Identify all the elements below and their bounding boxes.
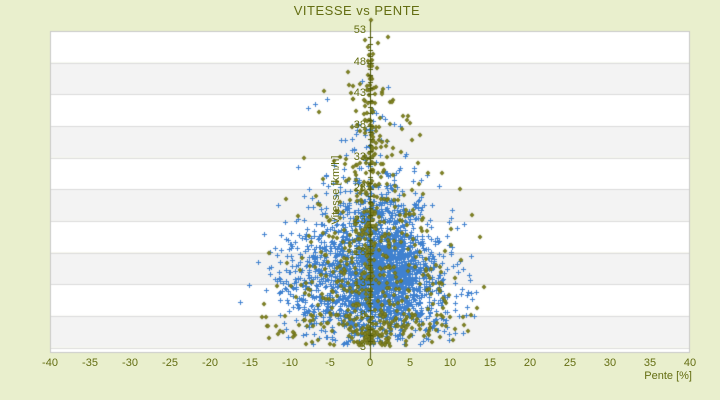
y-tick-label: 8 bbox=[359, 308, 366, 321]
y-tick-label: 28 bbox=[353, 182, 366, 195]
y-tick-label: 18 bbox=[353, 245, 366, 258]
y-tick-label: 13 bbox=[353, 277, 366, 290]
x-tick-label: 10 bbox=[443, 357, 457, 369]
y-tick-label: 48 bbox=[353, 55, 366, 68]
x-tick-label: -20 bbox=[202, 357, 218, 369]
x-tick-label: -40 bbox=[42, 357, 58, 369]
y-tick-label: 53 bbox=[353, 24, 366, 36]
x-tick-label: 0 bbox=[366, 357, 374, 369]
x-tick-label: 30 bbox=[603, 357, 617, 369]
x-tick-label: -30 bbox=[122, 357, 138, 369]
y-tick-label: 38 bbox=[353, 118, 366, 131]
x-tick-label: 40 bbox=[683, 357, 697, 369]
x-tick-label: 15 bbox=[483, 357, 497, 369]
y-tick-label: 33 bbox=[353, 150, 366, 163]
y-tick-label: 3 bbox=[359, 340, 366, 353]
x-tick-label: -35 bbox=[82, 357, 98, 369]
chart-title: VITESSE vs PENTE bbox=[293, 3, 421, 18]
y-tick-label: 43 bbox=[353, 87, 366, 100]
x-tick-label: 5 bbox=[406, 357, 414, 369]
x-axis-title: Pente [%] bbox=[644, 370, 692, 382]
x-tick-label: -5 bbox=[325, 357, 335, 369]
x-tick-label: -10 bbox=[282, 357, 298, 369]
x-tick-label: 25 bbox=[563, 357, 577, 369]
x-tick-label: 35 bbox=[643, 357, 657, 369]
x-tick-label: 20 bbox=[523, 357, 537, 369]
x-tick-label: -15 bbox=[242, 357, 258, 369]
y-tick-label: 23 bbox=[353, 213, 366, 226]
x-tick-label: -25 bbox=[162, 357, 178, 369]
